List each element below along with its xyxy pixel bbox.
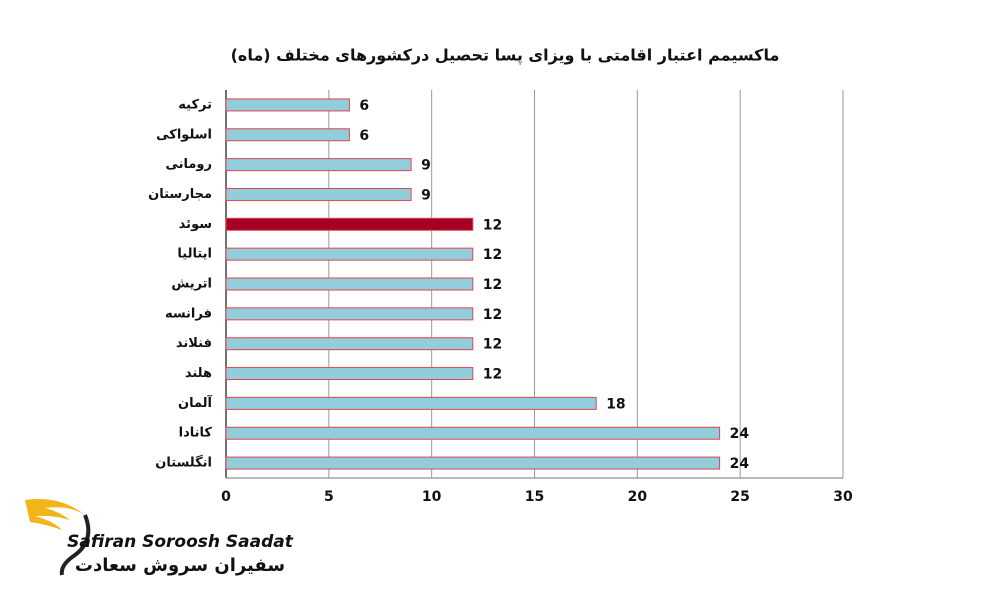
y-tick-label: مجارستان bbox=[148, 187, 212, 202]
x-tick-label: 30 bbox=[833, 489, 853, 505]
y-tick-label: سوئد bbox=[179, 217, 212, 232]
y-tick-label: اتریش bbox=[171, 277, 212, 292]
y-tick-label: اسلواکی bbox=[156, 127, 212, 142]
bar bbox=[225, 337, 474, 351]
value-label: 12 bbox=[483, 367, 502, 383]
bar bbox=[225, 277, 474, 291]
chart-title: ماکسیمم اعتبار اقامتی با ویزای پسا تحصیل… bbox=[231, 46, 780, 66]
bar bbox=[225, 158, 412, 172]
value-label: 9 bbox=[421, 187, 431, 203]
bar bbox=[225, 426, 721, 440]
logo-name: Safiran Soroosh Saadat bbox=[67, 532, 294, 552]
value-label: 6 bbox=[359, 98, 369, 114]
bar bbox=[225, 98, 350, 112]
x-tick-label: 0 bbox=[221, 489, 231, 505]
logo-neck bbox=[59, 514, 91, 576]
value-label: 18 bbox=[606, 396, 625, 412]
bar bbox=[225, 307, 474, 321]
bar bbox=[225, 128, 350, 142]
logo-name-fa: سفیران سروش سعادت bbox=[75, 555, 285, 576]
bar bbox=[225, 247, 474, 261]
logo-wing bbox=[25, 499, 85, 530]
x-tick-label: 20 bbox=[628, 489, 648, 505]
x-tick-label: 25 bbox=[730, 489, 749, 505]
x-tick-label: 10 bbox=[422, 489, 442, 505]
value-label: 12 bbox=[483, 337, 502, 353]
value-label: 24 bbox=[730, 456, 750, 472]
bar bbox=[225, 217, 474, 231]
x-tick-label: 15 bbox=[525, 489, 544, 505]
x-tick-label: 5 bbox=[324, 489, 334, 505]
bar bbox=[225, 367, 474, 381]
bar bbox=[225, 396, 597, 410]
y-tick-label: انگلستان bbox=[155, 455, 212, 471]
y-tick-label: ایتالیا bbox=[177, 247, 212, 262]
value-label: 12 bbox=[483, 247, 502, 263]
y-tick-label: آلمان bbox=[178, 394, 213, 411]
y-tick-label: فنلاند bbox=[176, 336, 212, 351]
y-tick-label: هلند bbox=[185, 366, 212, 381]
bar bbox=[225, 456, 721, 470]
value-label: 12 bbox=[483, 277, 502, 293]
y-tick-label: فرانسه bbox=[165, 306, 212, 321]
y-tick-label: رومانی bbox=[165, 157, 212, 172]
value-label: 24 bbox=[730, 426, 750, 442]
bar bbox=[225, 187, 412, 201]
logo: Safiran Soroosh Saadat سفیران سروش سعادت bbox=[25, 499, 294, 576]
y-tick-label: کانادا bbox=[179, 426, 213, 441]
value-label: 12 bbox=[483, 307, 502, 323]
value-label: 6 bbox=[359, 128, 369, 144]
value-label: 12 bbox=[483, 217, 502, 233]
value-label: 9 bbox=[421, 158, 431, 174]
y-tick-label: ترکیه bbox=[178, 97, 212, 112]
